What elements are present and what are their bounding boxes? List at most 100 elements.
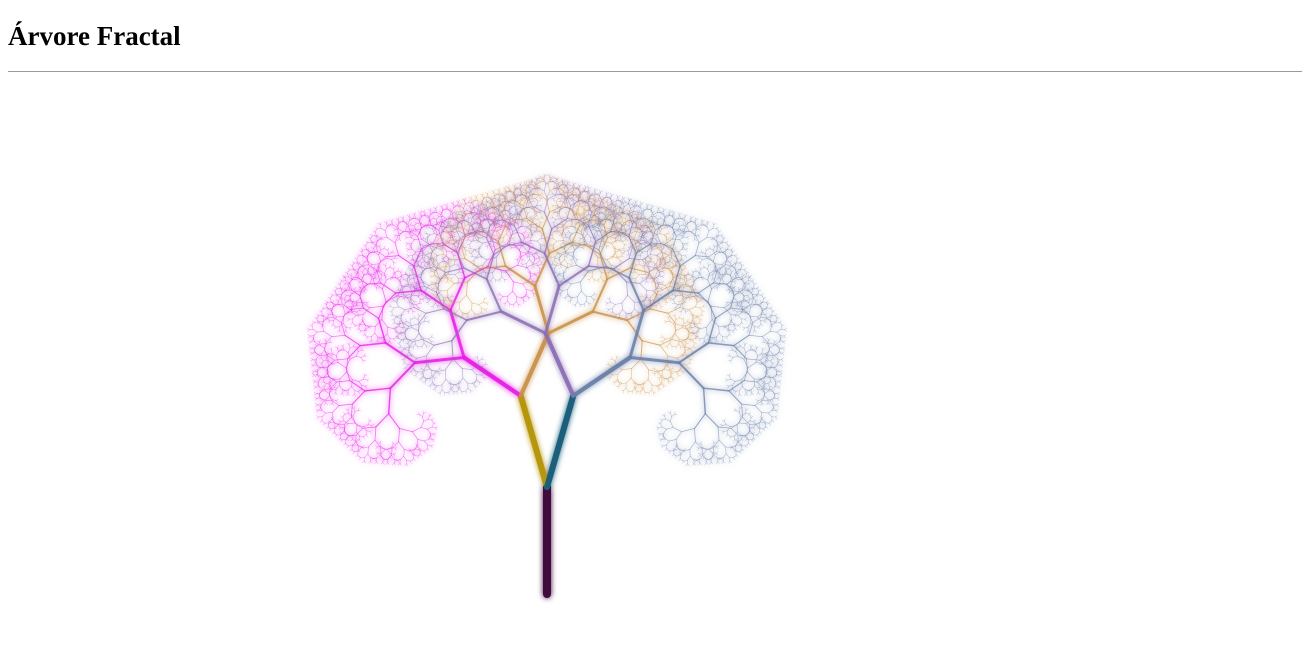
tree-branch [456, 247, 460, 249]
tree-branch [444, 226, 451, 229]
tree-branch [530, 193, 539, 196]
tree-branch [403, 279, 408, 282]
tree-branch [583, 214, 586, 219]
tree-branch [338, 420, 341, 424]
tree-branch [471, 365, 478, 370]
tree-branch [423, 209, 426, 213]
tree-branch [333, 358, 348, 361]
tree-branch [409, 459, 413, 462]
tree-branch [339, 385, 343, 391]
tree-branch [584, 270, 588, 273]
tree-branch [346, 342, 350, 346]
tree-branch [481, 237, 484, 240]
tree-branch [522, 205, 528, 220]
tree-branch [306, 327, 310, 331]
tree-branch [332, 426, 336, 429]
tree-branch [665, 301, 669, 304]
tree-branch [395, 277, 401, 281]
tree-branch [426, 233, 431, 236]
tree-branch [371, 263, 380, 265]
tree-branch [517, 221, 520, 225]
tree-branch [353, 324, 356, 328]
tree-branch [614, 357, 618, 362]
tree-branch [480, 203, 484, 205]
tree-branch [338, 422, 342, 425]
tree-branch [661, 334, 663, 338]
tree-branch [404, 278, 408, 280]
tree-branch [548, 175, 551, 180]
tree-branch [391, 252, 395, 254]
tree-branch [418, 257, 423, 262]
tree-branch [317, 321, 320, 325]
tree-branch [437, 260, 443, 265]
tree-branch [332, 405, 340, 413]
tree-branch [427, 418, 432, 421]
tree-branch [314, 403, 318, 406]
tree-branch [478, 227, 481, 232]
tree-branch [329, 341, 333, 344]
tree-branch [311, 369, 315, 373]
tree-branch [328, 348, 332, 351]
tree-branch [690, 322, 697, 325]
tree-branch [614, 379, 618, 383]
tree-branch [345, 330, 348, 334]
tree-branch [471, 212, 480, 219]
tree-branch [320, 400, 325, 405]
tree-branch [370, 461, 373, 464]
tree-branch [448, 257, 452, 260]
tree-branch [686, 318, 689, 322]
tree-branch [412, 311, 416, 313]
tree-branch [468, 199, 471, 203]
tree-branch [533, 210, 536, 214]
tree-branch [534, 258, 539, 261]
tree-branch [391, 448, 393, 456]
tree-branch [324, 336, 333, 344]
tree-branch [426, 448, 430, 452]
tree-branch [387, 387, 392, 415]
tree-branch [481, 308, 486, 310]
tree-branch [526, 264, 534, 268]
tree-branch [437, 272, 447, 284]
tree-branch [512, 281, 514, 292]
tree-branch [360, 283, 368, 292]
tree-branch [563, 211, 567, 214]
tree-branch [412, 317, 416, 319]
tree-branch [610, 237, 613, 240]
tree-branch [395, 315, 402, 317]
tree-branch [480, 193, 483, 196]
tree-branch [662, 336, 666, 340]
tree-branch [487, 191, 489, 195]
tree-branch [412, 230, 416, 232]
tree-branch [369, 305, 384, 309]
tree-branch [322, 317, 327, 322]
tree-branch [530, 242, 534, 244]
tree-branch [576, 211, 578, 214]
tree-branch [552, 238, 558, 242]
tree-branch [389, 303, 392, 307]
tree-branch [653, 270, 659, 280]
tree-branch [465, 316, 469, 320]
tree-branch [394, 447, 398, 451]
tree-branch [427, 415, 430, 420]
tree-branch [443, 220, 446, 224]
tree-branch [425, 225, 428, 228]
tree-branch [440, 289, 448, 292]
tree-branch [361, 249, 364, 253]
tree-branch [386, 446, 393, 450]
tree-branch [691, 337, 696, 341]
tree-branch [342, 322, 347, 328]
tree-branch [405, 220, 408, 224]
tree-branch [618, 248, 620, 251]
tree-branch [570, 205, 578, 209]
tree-branch [320, 407, 323, 411]
tree-branch [479, 207, 482, 212]
tree-branch [617, 257, 621, 262]
tree-branch [452, 203, 455, 208]
tree-branch [581, 196, 584, 200]
tree-branch [528, 296, 532, 299]
tree-branch [647, 369, 650, 380]
tree-branch [433, 285, 437, 289]
tree-branch [413, 307, 427, 314]
tree-branch [476, 194, 478, 198]
tree-branch [447, 273, 456, 276]
